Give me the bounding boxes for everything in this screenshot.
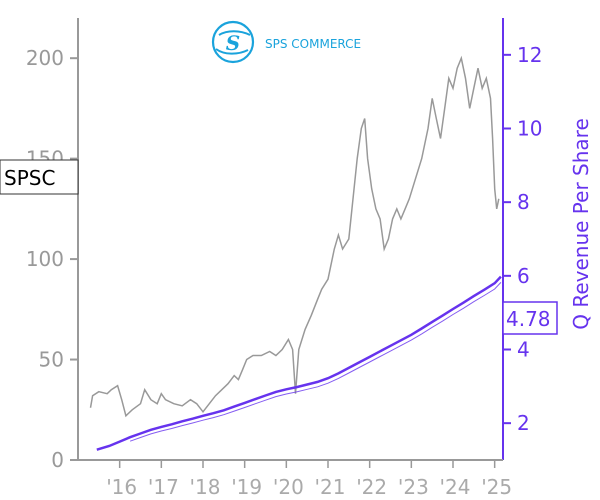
x-tick-label: '25 — [481, 475, 512, 499]
stock-price-line — [89, 55, 500, 418]
x-tick-label: '21 — [315, 475, 346, 499]
right-tick-label: 8 — [517, 190, 530, 214]
svg-text:S: S — [226, 31, 240, 55]
left-tick-label: 100 — [26, 247, 64, 271]
left-tick-label: 200 — [26, 46, 64, 70]
x-tick-label: '16 — [106, 475, 137, 499]
ticker-label: SPSC — [0, 159, 79, 195]
right-tick-label: 12 — [517, 43, 542, 67]
left-tick-label: 50 — [39, 348, 64, 372]
revenue-per-share-line — [96, 275, 502, 451]
x-tick-label: '19 — [231, 475, 262, 499]
logo-text: SPS COMMERCE — [265, 37, 361, 51]
sps-commerce-logo: S SPS COMMERCE — [211, 20, 361, 64]
x-tick-label: '23 — [398, 475, 429, 499]
ticker-text: SPSC — [4, 166, 55, 190]
left-tick-label: 0 — [51, 448, 64, 472]
sps-logo-icon: S — [211, 20, 255, 64]
latest-value-badge: 4.78 — [502, 301, 558, 335]
right-axis-label: Q Revenue Per Share — [569, 118, 593, 330]
x-tick-label: '24 — [440, 475, 471, 499]
x-tick-label: '20 — [273, 475, 304, 499]
x-axis-ticks: '16 '17 '18 '19 '20 '21 '22 '23 '24 '25 — [106, 460, 512, 499]
right-tick-label: 4 — [517, 338, 530, 362]
series-layer — [89, 55, 502, 451]
x-tick-label: '18 — [190, 475, 221, 499]
revenue-trailing-line — [129, 282, 502, 442]
x-tick-label: '22 — [356, 475, 387, 499]
right-tick-label: 10 — [517, 117, 542, 141]
right-tick-label: 6 — [517, 264, 530, 288]
right-tick-label: 2 — [517, 411, 530, 435]
latest-value-text: 4.78 — [506, 307, 551, 331]
x-tick-label: '17 — [148, 475, 179, 499]
right-y-axis-ticks: 2 4 6 8 10 12 — [503, 43, 542, 435]
